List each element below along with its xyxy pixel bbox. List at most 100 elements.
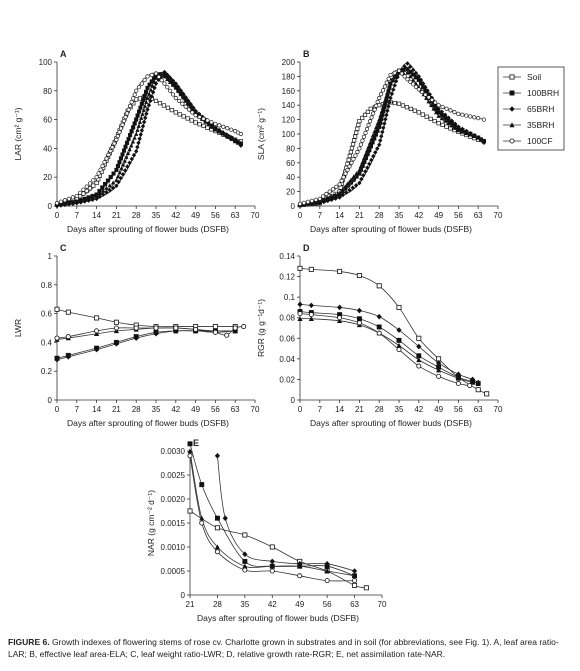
legend: Soil 100BRH 65BRH 35BRH 100CF [497,66,565,151]
series-line [299,67,485,205]
series-35brh [54,325,238,342]
data-point [54,201,60,206]
data-point [334,184,339,189]
data-point [108,174,113,180]
x-tick-label: 21 [112,211,121,220]
data-point [136,85,142,90]
legend-item-100cf: 100CF [503,136,553,146]
y-tick-label: 0.0015 [161,519,186,528]
data-point [144,111,149,117]
data-point [377,142,382,148]
data-point [187,453,193,459]
data-point [269,558,275,565]
data-point [386,76,391,81]
data-point [337,268,343,274]
y-tick-label: 100 [39,58,53,67]
y-axis-title-e: NAR (g cm⁻² d⁻¹) [146,490,156,556]
data-point [117,130,122,135]
data-point [436,103,441,108]
y-tick-label: 80 [286,144,295,153]
data-point [301,200,307,205]
data-point [141,97,146,102]
data-point [374,103,379,108]
legend-item-soil: Soil [503,72,541,82]
y-tick-label: 0.6 [41,310,53,319]
data-point [297,573,303,579]
data-point [379,92,384,97]
data-point [352,578,358,584]
y-tick-label: 0.06 [279,334,295,343]
data-point [436,373,442,379]
data-point [353,153,358,158]
x-tick-label: 56 [323,600,332,609]
series-line [299,318,473,383]
data-point [139,128,145,133]
data-point [181,114,186,119]
series-line [56,72,242,205]
x-tick-label: 0 [298,211,303,220]
data-point [350,142,356,147]
data-point [145,107,150,112]
data-point [153,98,159,103]
data-point [133,325,139,331]
series-line [56,330,236,361]
data-point [392,83,397,88]
data-point [391,87,396,92]
x-tick-label: 7 [75,211,80,220]
data-point [392,70,397,75]
x-tick-label: 7 [75,405,80,414]
data-point [358,142,364,147]
data-point [372,107,377,112]
x-axis-title-c: Days after sprouting of flower buds (DSF… [67,418,229,428]
data-point [440,122,445,128]
legend-item-65brh: 65BRH [503,104,554,114]
data-point [170,92,176,97]
x-tick-label: 42 [171,405,180,414]
data-point [201,123,206,129]
data-point [467,383,473,389]
data-point [114,137,119,142]
legend-marker [509,138,515,144]
data-point [212,329,218,335]
data-point [396,337,402,343]
data-point [197,122,202,127]
data-point [139,81,144,86]
x-tick-label: 70 [251,211,260,220]
data-point [350,185,355,191]
x-tick-label: 28 [375,405,384,414]
data-point [120,152,125,157]
data-point [400,103,406,108]
y-tick-label: 140 [282,101,296,110]
data-point [162,81,167,86]
x-tick-label: 49 [434,405,443,414]
data-point [349,146,355,151]
data-point [91,178,96,183]
data-point [309,198,314,203]
y-tick-label: 0 [181,591,186,600]
data-point [353,134,358,139]
data-point [371,153,376,159]
data-point [330,187,336,192]
panel-d: 0 7 14 21 28 35 42 49 56 63 70 0 0.02 0.04 0.06 0.08 0.1… [256,243,503,428]
x-tick-label: 7 [318,211,323,220]
data-point [136,140,141,146]
data-point [214,453,221,459]
x-tick-label: 35 [395,211,404,220]
series-100brh [297,309,481,386]
data-point [416,363,422,369]
data-point [123,115,128,120]
data-point [324,578,330,584]
data-point [327,189,332,194]
data-point [416,110,421,115]
data-point [221,124,226,129]
data-point [129,129,134,134]
x-tick-label: 35 [240,600,249,609]
legend-marker [509,74,515,80]
series-line [299,101,484,206]
y-axis-title-d: RGR (g g⁻¹d⁻¹) [256,299,266,357]
data-point [416,87,421,92]
data-point [141,119,147,125]
data-point [339,178,344,183]
data-point [65,334,71,340]
series-35brh [187,448,358,578]
